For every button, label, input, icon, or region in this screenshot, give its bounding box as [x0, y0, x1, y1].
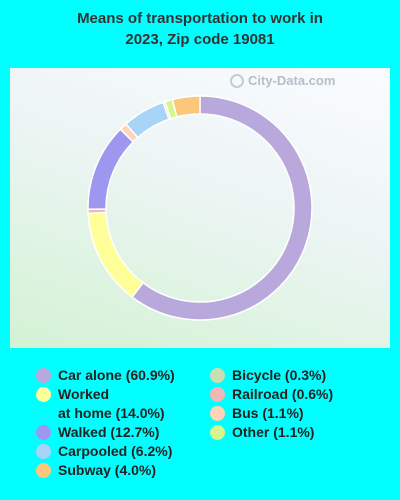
pie-slice-8 [171, 95, 201, 118]
pie-slice-0 [131, 95, 313, 321]
chart-title: Means of transportation to work in 2023, … [77, 10, 323, 48]
watermark: City-Data.com [230, 73, 335, 88]
chart-area: City-Data.com [10, 68, 390, 348]
watermark-text: City-Data.com [248, 73, 336, 88]
magnifier-icon [230, 73, 244, 88]
legend-swatch [210, 425, 225, 440]
legend-label: Worked at home (14.0%) [58, 386, 165, 421]
legend-label: Carpooled (6.2%) [58, 443, 173, 459]
legend-item: Other (1.1%) [210, 423, 333, 442]
pie-slice-1 [87, 211, 145, 299]
legend-swatch [210, 406, 225, 421]
legend-label: Railroad (0.6%) [232, 386, 334, 402]
legend-item: Bus (1.1%) [210, 404, 333, 423]
legend-column-left: Car alone (60.9%) Worked at home (14.0%) Wa… [36, 366, 175, 480]
legend-label: Car alone (60.9%) [58, 367, 175, 383]
legend-swatch [210, 368, 225, 383]
legend-item: Bicycle (0.3%) [210, 366, 333, 385]
legend-label: Bus (1.1%) [232, 405, 304, 421]
legend-item: Walked (12.7%) [36, 423, 175, 442]
legend-item: Railroad (0.6%) [210, 385, 333, 404]
legend: Car alone (60.9%) Worked at home (14.0%) Wa… [0, 366, 400, 496]
legend-item: Worked at home (14.0%) [36, 385, 175, 423]
legend-label: Subway (4.0%) [58, 462, 157, 478]
pie-slice-5 [124, 101, 170, 139]
legend-swatch [36, 463, 51, 478]
legend-column-right: Bicycle (0.3%) Railroad (0.6%) Bus (1.1%) O… [210, 366, 333, 442]
legend-item: Subway (4.0%) [36, 461, 175, 480]
legend-swatch [36, 387, 51, 402]
legend-label: Other (1.1%) [232, 424, 315, 440]
pie-slice-3 [87, 128, 135, 210]
legend-label: Bicycle (0.3%) [232, 367, 327, 383]
donut-chart [87, 95, 313, 321]
legend-item: Car alone (60.9%) [36, 366, 175, 385]
legend-swatch [210, 387, 225, 402]
legend-label: Walked (12.7%) [58, 424, 160, 440]
legend-item: Carpooled (6.2%) [36, 442, 175, 461]
legend-swatch [36, 425, 51, 440]
legend-swatch [36, 444, 51, 459]
legend-swatch [36, 368, 51, 383]
